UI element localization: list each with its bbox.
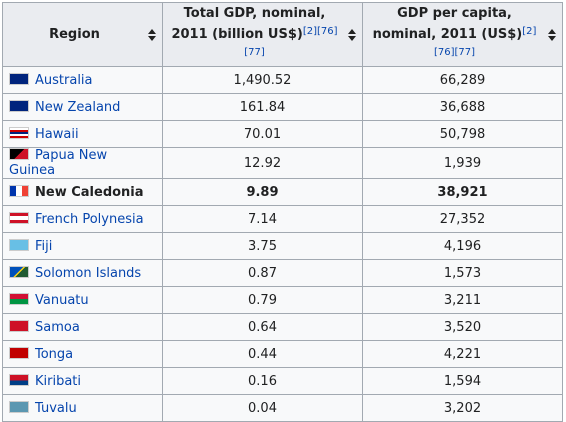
per-capita-cell: 1,594 [362,367,563,395]
table-row: Vanuatu 0.79 3,211 [2,286,563,314]
region-link[interactable]: Papua New Guinea [9,148,108,178]
region-cell: Samoa [2,313,163,341]
per-capita-cell: 27,352 [362,205,563,233]
flag-icon [9,126,29,139]
per-capita-cell: 50,798 [362,120,563,148]
table-row: Papua New Guinea 12.92 1,939 [2,147,563,179]
region-link[interactable]: Samoa [35,319,80,335]
gdp-cell: 0.79 [162,286,363,314]
header-text: Region [49,27,100,42]
gdp-cell: 12.92 [162,147,363,179]
gdp-cell: 3.75 [162,232,363,260]
gdp-cell: 0.16 [162,367,363,395]
per-capita-cell: 3,520 [362,313,563,341]
table-body: Australia 1,490.52 66,289 New Zealand 161.84… [2,66,563,422]
header-text: Total GDP, nominal, 2011 (billion US$) [171,6,326,42]
table-row: French Polynesia 7.14 27,352 [2,205,563,233]
column-header[interactable]: GDP per capita, nominal, 2011 (US$)[2][7… [362,2,563,67]
region-link[interactable]: Kiribati [35,373,82,389]
flag-icon [9,148,29,160]
table-row: Kiribati 0.16 1,594 [2,367,563,395]
region-link[interactable]: Tuvalu [35,400,77,416]
region-link[interactable]: French Polynesia [35,211,144,227]
region-cell: Australia [2,66,163,94]
per-capita-cell: 38,921 [362,178,563,206]
per-capita-cell: 3,202 [362,394,563,422]
region-link[interactable]: Tonga [35,346,74,362]
per-capita-cell: 4,196 [362,232,563,260]
region-cell: Papua New Guinea [2,147,163,179]
region-link[interactable]: Australia [35,72,93,88]
flag-icon [9,319,29,332]
column-header[interactable]: Total GDP, nominal, 2011 (billion US$)[2… [162,2,363,67]
column-header[interactable]: Region [2,2,163,67]
sort-icon[interactable] [348,28,356,41]
per-capita-cell: 1,939 [362,147,563,179]
region-link[interactable]: New Caledonia [35,184,144,200]
table-row: Hawaii 70.01 50,798 [2,120,563,148]
flag-icon [9,99,29,112]
region-cell: Solomon Islands [2,259,163,287]
sort-icon[interactable] [148,28,156,41]
gdp-cell: 70.01 [162,120,363,148]
flag-icon [9,265,29,278]
table-row: New Caledonia 9.89 38,921 [2,178,563,206]
flag-icon [9,238,29,251]
table-row: Samoa 0.64 3,520 [2,313,563,341]
table-row: New Zealand 161.84 36,688 [2,93,563,121]
region-cell: French Polynesia [2,205,163,233]
gdp-cell: 0.04 [162,394,363,422]
sort-icon[interactable] [548,28,556,41]
gdp-cell: 0.64 [162,313,363,341]
table-row: Solomon Islands 0.87 1,573 [2,259,563,287]
table-row: Australia 1,490.52 66,289 [2,66,563,94]
region-link[interactable]: Fiji [35,238,53,254]
table-row: Tuvalu 0.04 3,202 [2,394,563,422]
region-link[interactable]: Solomon Islands [35,265,142,281]
per-capita-cell: 36,688 [362,93,563,121]
region-link[interactable]: New Zealand [35,99,121,115]
region-cell: Kiribati [2,367,163,395]
table-row: Tonga 0.44 4,221 [2,340,563,368]
per-capita-cell: 4,221 [362,340,563,368]
per-capita-cell: 1,573 [362,259,563,287]
table-row: Fiji 3.75 4,196 [2,232,563,260]
header-row: Region Total GDP, nominal, 2011 (billion … [2,2,563,67]
region-cell: New Caledonia [2,178,163,206]
region-cell: Hawaii [2,120,163,148]
gdp-cell: 9.89 [162,178,363,206]
region-link[interactable]: Vanuatu [35,292,89,308]
per-capita-cell: 66,289 [362,66,563,94]
region-cell: Vanuatu [2,286,163,314]
flag-icon [9,292,29,305]
flag-icon [9,184,29,197]
gdp-cell: 7.14 [162,205,363,233]
header-text: GDP per capita, nominal, 2011 (US$) [372,6,523,42]
gdp-cell: 0.44 [162,340,363,368]
gdp-cell: 161.84 [162,93,363,121]
region-link[interactable]: Hawaii [35,126,79,142]
gdp-cell: 1,490.52 [162,66,363,94]
reference[interactable]: [2][76][77] [433,26,537,58]
region-cell: Tuvalu [2,394,163,422]
gdp-cell: 0.87 [162,259,363,287]
flag-icon [9,346,29,359]
region-cell: Fiji [2,232,163,260]
flag-icon [9,373,29,386]
region-cell: Tonga [2,340,163,368]
region-cell: New Zealand [2,93,163,121]
per-capita-cell: 3,211 [362,286,563,314]
flag-icon [9,72,29,85]
reference[interactable]: [2][76][77] [244,26,338,58]
flag-icon [9,211,29,224]
